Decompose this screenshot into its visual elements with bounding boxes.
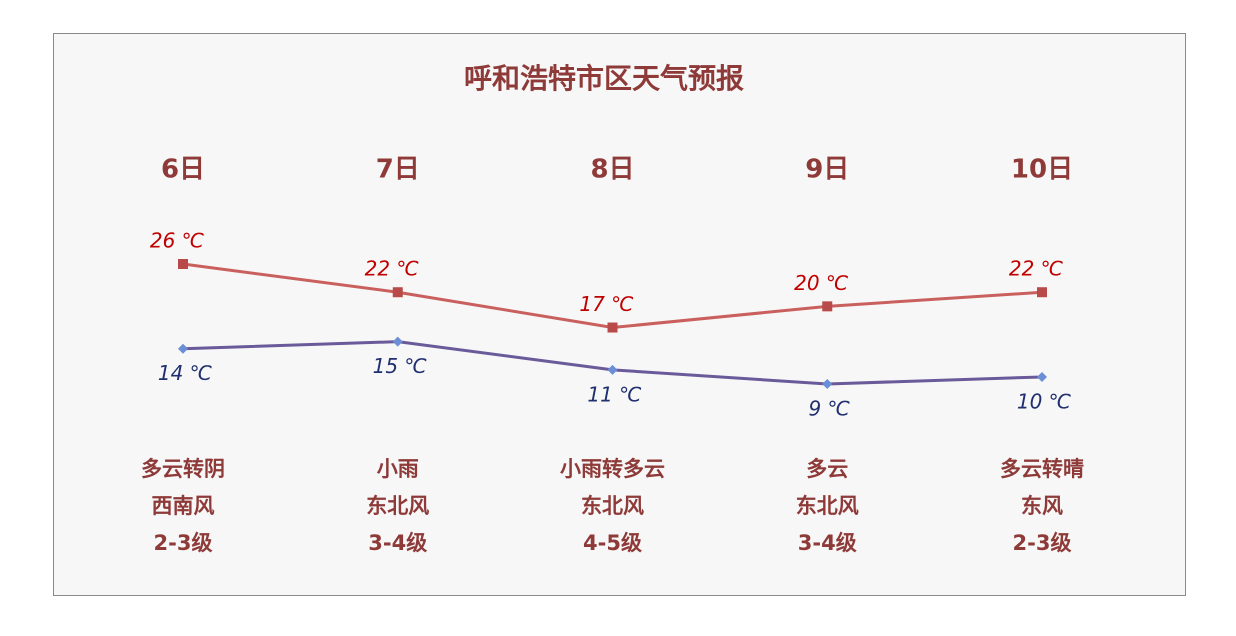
wind-level-label: 2-3级 (1013, 531, 1072, 555)
marker (607, 364, 618, 375)
value-label: 17 ℃ (579, 292, 634, 316)
value-label: 11 ℃ (587, 382, 642, 406)
marker (1037, 371, 1047, 382)
value-label: 15 ℃ (373, 354, 428, 378)
weather-label: 多云 (806, 457, 848, 481)
day-label: 9日 (805, 155, 849, 185)
chart-frame (53, 33, 1186, 596)
value-label: 22 ℃ (365, 257, 420, 281)
value-label: 10 ℃ (1017, 389, 1072, 413)
marker (178, 259, 188, 269)
day-label: 10日 (1011, 155, 1073, 185)
marker (392, 336, 403, 347)
wind-level-label: 4-5级 (583, 531, 642, 555)
day-label: 6日 (161, 155, 205, 185)
wind-label: 东北风 (581, 494, 644, 518)
wind-label: 西南风 (152, 494, 215, 518)
marker (1037, 287, 1047, 298)
day-label: 8日 (590, 155, 634, 185)
wind-level-label: 2-3级 (154, 531, 213, 555)
chart-title: 呼和浩特市区天气预报 (464, 62, 744, 95)
wind-label: 东北风 (366, 494, 429, 518)
value-label: 26 ℃ (150, 229, 205, 253)
value-label: 22 ℃ (1009, 257, 1064, 281)
wind-label: 东风 (1021, 494, 1063, 518)
day-label: 7日 (376, 155, 420, 185)
marker (392, 287, 403, 298)
weather-label: 小雨 (377, 457, 419, 481)
weather-label: 多云转晴 (1000, 457, 1084, 481)
marker (607, 322, 618, 333)
weather-label: 多云转阴 (141, 457, 225, 481)
value-label: 9 ℃ (808, 397, 850, 421)
value-label: 20 ℃ (794, 271, 849, 295)
value-label: 14 ℃ (158, 361, 213, 385)
wind-level-label: 3-4级 (798, 531, 857, 555)
marker (178, 343, 188, 354)
wind-level-label: 3-4级 (368, 531, 427, 555)
marker (822, 301, 833, 312)
marker (822, 379, 833, 389)
wind-label: 东北风 (796, 494, 859, 518)
weather-label: 小雨转多云 (560, 457, 665, 481)
